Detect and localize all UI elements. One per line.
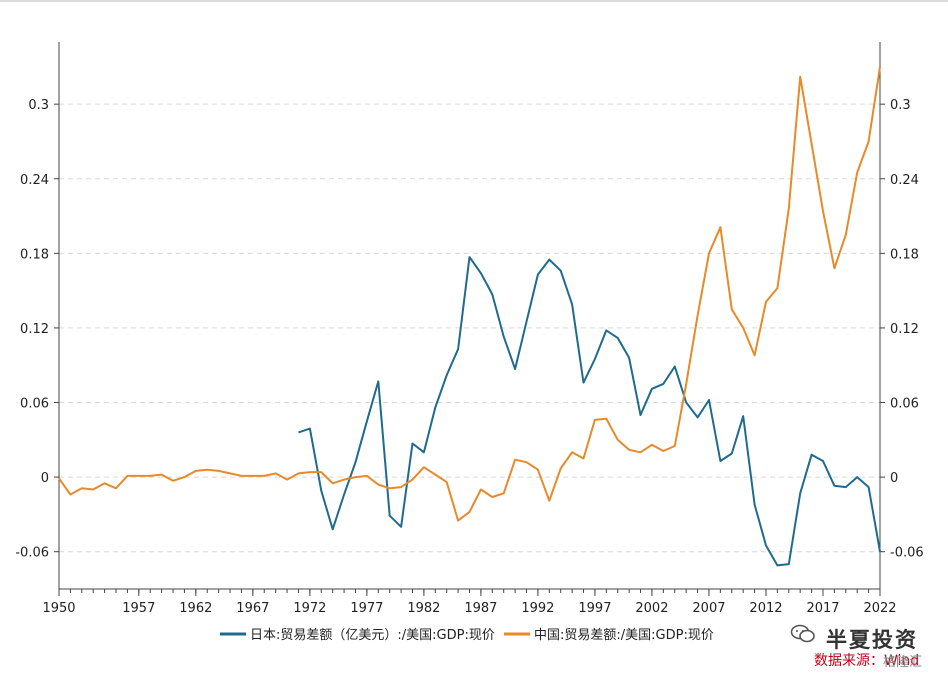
y-tick-left-label: 0.12 <box>20 322 49 337</box>
y-tick-left-label: 0 <box>41 471 49 486</box>
x-tick-label: 1987 <box>464 601 497 616</box>
x-tick-label: 1972 <box>293 601 326 616</box>
y-tick-left-label: 0.3 <box>28 98 49 113</box>
x-tick-label: 1982 <box>407 601 440 616</box>
y-tick-right-label: 0.06 <box>890 397 919 412</box>
legend: 日本:贸易差额（亿美元）:/美国:GDP:现价 中国:贸易差额:/美国:GDP:现… <box>220 628 714 643</box>
axes: -0.06 0 0.06 0.12 0.18 0.24 0.3 -0.06 0 0.06 0.12 0… <box>15 42 924 616</box>
x-tick-label: 1962 <box>179 601 212 616</box>
x-tick-label: 1957 <box>122 601 155 616</box>
x-tick-label: 1997 <box>578 601 611 616</box>
x-tick-label: 2002 <box>635 601 668 616</box>
y-tick-right-label: 0.3 <box>890 98 911 113</box>
wechat-icon <box>790 624 815 643</box>
watermark-overlay: 格隆汇 <box>883 655 923 670</box>
x-tick-label: 1950 <box>42 601 75 616</box>
x-tick-label: 2007 <box>692 601 725 616</box>
series-line-japan <box>298 256 881 567</box>
x-tick-label: 2012 <box>749 601 782 616</box>
x-tick-label: 2017 <box>806 601 839 616</box>
x-tick-label: 1992 <box>521 601 554 616</box>
y-tick-right-label: -0.06 <box>890 546 924 561</box>
y-tick-left-label: 0.06 <box>20 397 49 412</box>
y-tick-left-label: 0.24 <box>20 173 49 188</box>
x-tick-label: 1977 <box>350 601 383 616</box>
series-line-china <box>58 66 881 522</box>
y-tick-right-label: 0.24 <box>890 173 919 188</box>
y-tick-right-label: 0.12 <box>890 322 919 337</box>
legend-label-japan: 日本:贸易差额（亿美元）:/美国:GDP:现价 <box>250 628 495 643</box>
legend-label-china: 中国:贸易差额:/美国:GDP:现价 <box>534 628 714 643</box>
y-tick-right-label: 0 <box>890 471 898 486</box>
watermark-brand: 半夏投资 <box>826 628 918 652</box>
series-lines <box>58 66 881 567</box>
y-tick-right-label: 0.18 <box>890 247 919 262</box>
y-tick-left-label: 0.18 <box>20 247 49 262</box>
gridlines <box>59 103 880 553</box>
y-tick-left-label: -0.06 <box>15 546 49 561</box>
data-source: 数据来源：Wind <box>814 653 920 669</box>
x-tick-label: 2022 <box>863 601 896 616</box>
x-tick-label: 1967 <box>236 601 269 616</box>
